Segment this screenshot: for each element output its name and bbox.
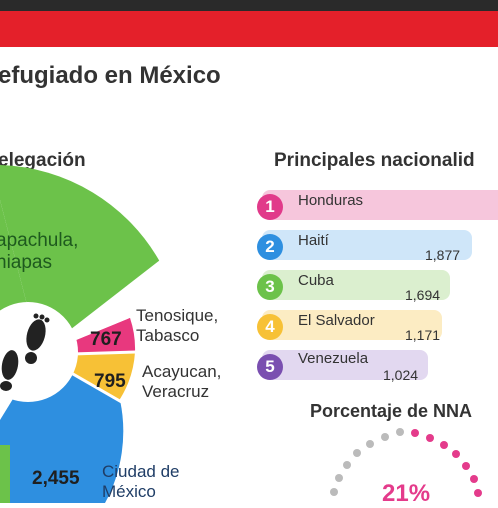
nat-value-4: 1,171 <box>405 327 441 343</box>
slice-value-tenosique: 767 <box>90 329 122 350</box>
rank-badge-5: 5 <box>257 354 283 380</box>
nat-bar-1 <box>262 190 498 220</box>
nat-bar-4 <box>262 310 442 340</box>
rank-badge-2: 2 <box>257 234 283 260</box>
slice-label-tenosique: Tenosique, Tabasco <box>136 306 219 345</box>
nna-heading: Porcentaje de NNA <box>310 401 473 421</box>
nat-bar-2 <box>262 230 472 260</box>
slice-label-acayucan: Acayucan, Veracruz <box>142 362 222 401</box>
nat-name-3: Cuba <box>298 272 334 289</box>
nat-value-3: 1,694 <box>405 287 441 303</box>
top-red-banner <box>0 11 498 47</box>
nat-name-2: Haití <box>298 232 329 249</box>
nna-percent: 21% <box>382 480 431 507</box>
nat-name-5: Venezuela <box>298 350 369 367</box>
nat-value-5: 1,024 <box>383 367 419 383</box>
nat-name-4: El Salvador <box>298 312 375 329</box>
nat-bar-3 <box>262 270 450 300</box>
footprints-icon <box>0 313 50 391</box>
nat-name-1: Honduras <box>298 192 364 209</box>
slice-value-acayucan: 795 <box>94 371 126 392</box>
rank-badge-4: 4 <box>257 314 283 340</box>
nna-dotted-ring <box>330 428 482 497</box>
page-title: efugiado en México <box>0 62 221 89</box>
rank-badge-1: 1 <box>257 194 283 220</box>
top-dark-band <box>0 0 498 11</box>
top-divider <box>0 47 498 53</box>
slice-label-cdmx: Ciudad de México <box>102 462 180 501</box>
nationalities-heading: Principales nacionalid <box>274 150 475 171</box>
delegation-heading: elegación <box>0 150 86 171</box>
nat-bar-5 <box>262 350 428 380</box>
slice-value-cdmx: 2,455 <box>32 468 80 489</box>
rank-badge-3: 3 <box>257 274 283 300</box>
slice-label-tapachula: apachula, hiapas <box>0 230 79 273</box>
nat-value-2: 1,877 <box>425 247 461 263</box>
